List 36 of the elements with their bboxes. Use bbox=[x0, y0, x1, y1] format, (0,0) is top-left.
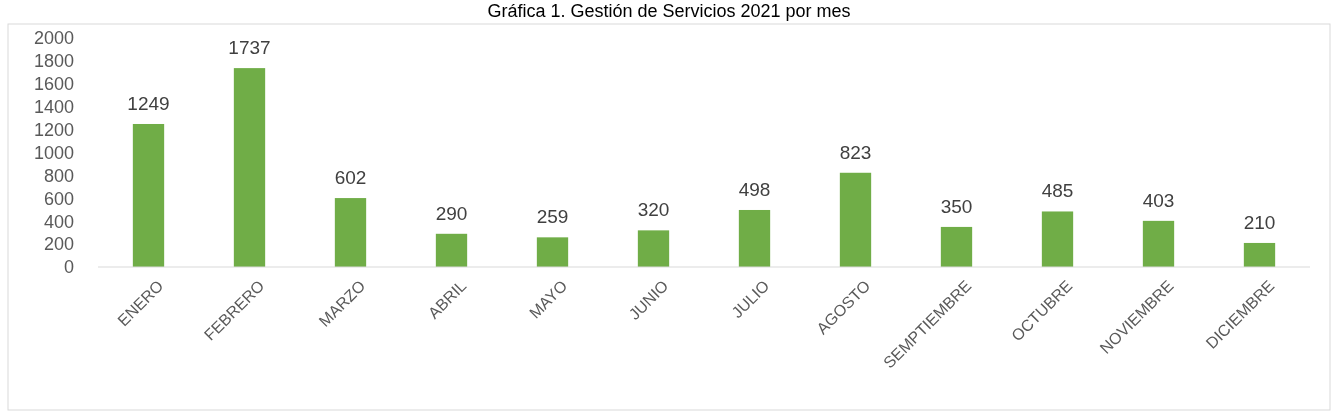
bar bbox=[940, 226, 973, 267]
bar bbox=[738, 209, 771, 267]
y-tick-label: 1000 bbox=[33, 142, 74, 163]
bar bbox=[1142, 220, 1175, 267]
bar bbox=[536, 237, 569, 267]
bar bbox=[132, 123, 165, 267]
y-tick-label: 0 bbox=[63, 257, 74, 278]
data-label: 823 bbox=[839, 141, 872, 163]
bar bbox=[233, 68, 266, 267]
bar bbox=[839, 172, 872, 267]
y-tick-label: 1400 bbox=[33, 97, 74, 117]
y-tick-label: 800 bbox=[43, 165, 74, 186]
data-label: 259 bbox=[536, 206, 569, 228]
bar bbox=[334, 198, 367, 267]
bar bbox=[1243, 242, 1276, 267]
data-label: 210 bbox=[1243, 211, 1276, 233]
y-tick-label: 1200 bbox=[33, 119, 74, 140]
bar bbox=[1041, 211, 1074, 267]
data-label: 350 bbox=[940, 195, 973, 217]
data-label: 1249 bbox=[127, 92, 170, 114]
y-tick-label: 200 bbox=[43, 234, 74, 255]
y-tick-label: 600 bbox=[43, 188, 74, 209]
y-tick-label: 2000 bbox=[33, 28, 74, 49]
data-label: 498 bbox=[738, 178, 771, 200]
data-label: 1737 bbox=[228, 37, 271, 59]
data-label: 485 bbox=[1041, 180, 1074, 202]
data-label: 290 bbox=[435, 202, 468, 224]
bar bbox=[637, 230, 670, 267]
data-label: 602 bbox=[334, 167, 367, 189]
data-label: 403 bbox=[1142, 189, 1175, 211]
y-tick-label: 1600 bbox=[33, 74, 74, 95]
bar bbox=[435, 233, 468, 267]
data-label: 320 bbox=[637, 199, 670, 221]
y-tick-label: 400 bbox=[43, 211, 74, 232]
chart-title: Gráfica 1. Gestión de Servicios 2021 por mes bbox=[487, 1, 851, 21]
y-tick-label: 1800 bbox=[33, 51, 74, 72]
